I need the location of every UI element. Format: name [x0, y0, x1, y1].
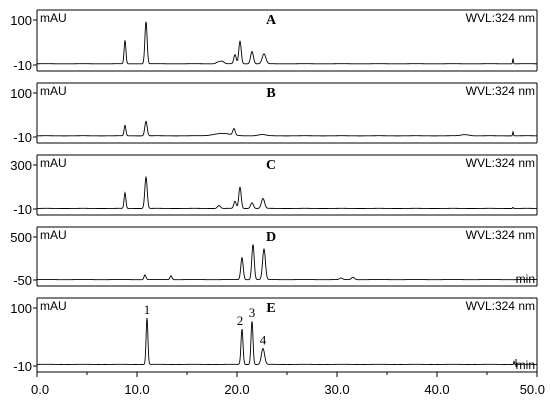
- panel-letter: A: [266, 13, 277, 28]
- panel-a: 100 -10 mAU WVL:324 nm A: [10, 9, 538, 73]
- peak-label: 1: [144, 302, 151, 317]
- y-tick-label: -10: [13, 58, 32, 73]
- peak-label: 4: [260, 333, 267, 348]
- peak-label: 3: [249, 305, 256, 320]
- panel-letter: C: [266, 158, 276, 173]
- chromatogram-trace: [37, 175, 538, 209]
- y-tick-label: 100: [10, 86, 32, 101]
- x-axis: 0.0 10.0 20.0 30.0 40.0 50.0: [31, 371, 545, 397]
- wavelength-label: WVL:324 nm: [466, 84, 535, 98]
- x-tick-label: 40.0: [424, 382, 449, 397]
- y-tick-label: -10: [13, 359, 32, 374]
- x-tick-label: 20.0: [224, 382, 249, 397]
- x-tick-label: 10.0: [124, 382, 149, 397]
- wavelength-label: WVL:324 nm: [466, 11, 535, 25]
- panel-letter: D: [266, 230, 276, 245]
- x-tick-label: 0.0: [31, 382, 49, 397]
- chromatogram-trace: [37, 21, 538, 65]
- y-unit-label: mAU: [40, 84, 67, 98]
- peak-label: 2: [237, 313, 244, 328]
- time-unit-label: min: [516, 358, 535, 372]
- panel-c: 300 -10 mAU WVL:324 nm C: [10, 154, 538, 217]
- y-tick-label: 300: [10, 158, 32, 173]
- panel-b: 100 -10 mAU WVL:324 nm B: [10, 82, 538, 145]
- y-tick-label: -10: [13, 130, 32, 145]
- wavelength-label: WVL:324 nm: [466, 156, 535, 170]
- wavelength-label: WVL:324 nm: [466, 228, 535, 242]
- y-tick-label: -50: [13, 273, 32, 288]
- wavelength-label: WVL:324 nm: [466, 299, 535, 313]
- panel-letter: E: [266, 301, 275, 316]
- chromatogram-panels: 100 -10 mAU WVL:324 nm A 100 -10 mAU WVL:324 nm B…: [10, 9, 538, 374]
- y-tick-label: 500: [10, 230, 32, 245]
- chromatogram-trace: [36, 244, 537, 281]
- x-tick-label: 50.0: [520, 382, 545, 397]
- time-unit-label: min: [516, 272, 535, 286]
- y-unit-label: mAU: [40, 299, 67, 313]
- x-tick-label: 30.0: [324, 382, 349, 397]
- chromatogram-trace: [37, 120, 537, 137]
- y-unit-label: mAU: [40, 156, 67, 170]
- y-unit-label: mAU: [40, 11, 67, 25]
- panel-letter: B: [266, 86, 275, 101]
- y-tick-label: -10: [13, 202, 32, 217]
- y-tick-label: 100: [10, 301, 32, 316]
- chromatogram-trace: [36, 317, 538, 365]
- panel-e: 100 -10 mAU WVL:324 nm E 1 234 min: [10, 297, 538, 374]
- y-tick-label: 100: [10, 13, 32, 28]
- y-unit-label: mAU: [40, 228, 67, 242]
